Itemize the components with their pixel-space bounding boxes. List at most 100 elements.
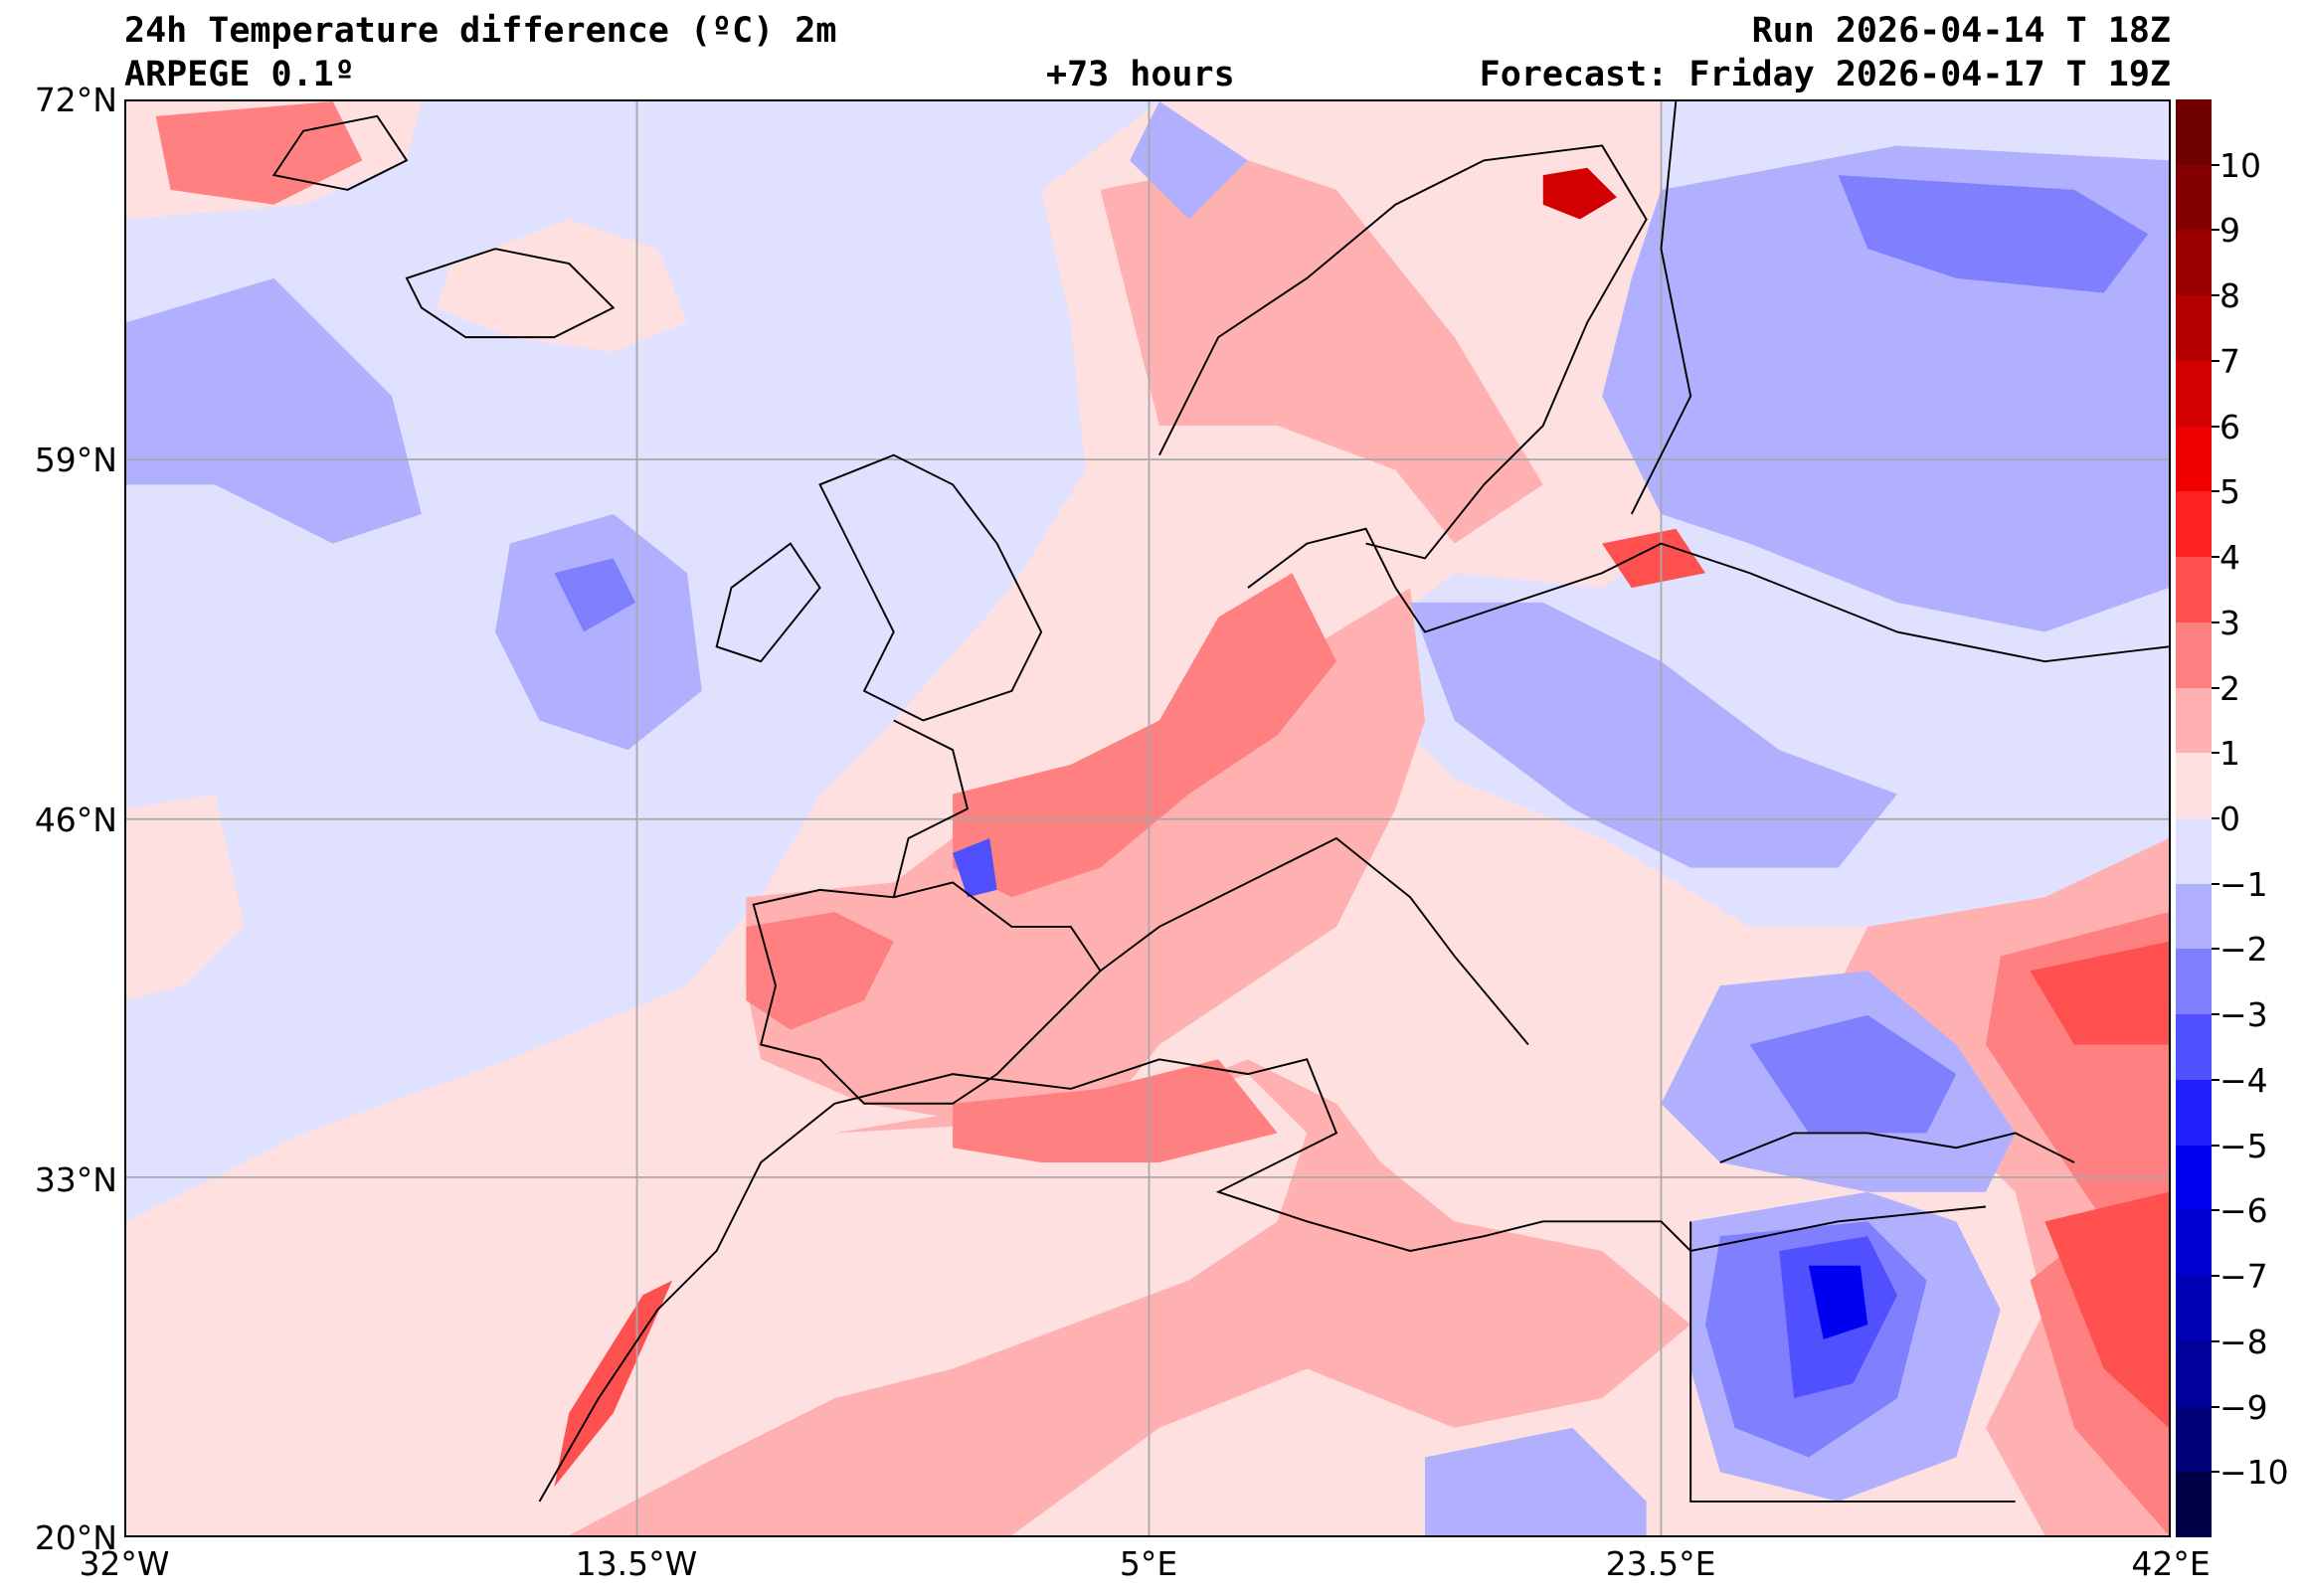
warming-region xyxy=(1100,160,1543,544)
cooling-region xyxy=(495,513,702,751)
colorbar-tick xyxy=(2212,425,2219,428)
lat-label: 20°N xyxy=(34,1518,117,1557)
cooling-region xyxy=(1425,1427,1647,1535)
colorbar-tick-label: 2 xyxy=(2219,668,2240,708)
colorbar-tick-label: 3 xyxy=(2219,603,2240,642)
colorbar-tick-label: −10 xyxy=(2219,1453,2289,1493)
colorbar-tick xyxy=(2212,1405,2219,1408)
strong-warming-region xyxy=(2030,941,2169,1045)
warming-region xyxy=(569,1059,1691,1535)
lon-label: 23.5°E xyxy=(1605,1544,1716,1583)
colorbar-bin xyxy=(2176,491,2212,558)
colorbar-tick xyxy=(2212,1275,2219,1278)
strong-warming-region xyxy=(746,912,894,1030)
colorbar-tick-label: −2 xyxy=(2219,930,2268,970)
colorbar-bin xyxy=(2176,687,2212,754)
colorbar-tick xyxy=(2212,490,2219,493)
temperature-difference-map xyxy=(124,99,2171,1537)
cooling-region xyxy=(554,558,636,632)
colorbar-tick-label: 10 xyxy=(2219,145,2261,185)
colorbar-tick-label: −1 xyxy=(2219,864,2268,904)
warming-region xyxy=(436,219,687,352)
cooling-region xyxy=(1808,1265,1868,1339)
strong-warming-region xyxy=(155,101,363,205)
colorbar-bin xyxy=(2176,426,2212,492)
colorbar-tick xyxy=(2212,1339,2219,1342)
colorbar-tick xyxy=(2212,294,2219,297)
colorbar xyxy=(2176,99,2219,1538)
colorbar-tick xyxy=(2212,817,2219,819)
lat-label: 72°N xyxy=(34,81,117,119)
cooling-region xyxy=(126,277,422,544)
colorbar-tick xyxy=(2212,229,2219,232)
colorbar-bin xyxy=(2176,818,2212,885)
warming-region xyxy=(126,794,245,1001)
colorbar-tick xyxy=(2212,1144,2219,1147)
colorbar-bin xyxy=(2176,753,2212,819)
model-label: ARPEGE 0.1º xyxy=(124,55,355,94)
cooling-region xyxy=(1749,1014,1957,1134)
colorbar-tick-label: 9 xyxy=(2219,211,2240,251)
colorbar-tick xyxy=(2212,1013,2219,1016)
colorbar-bin xyxy=(2176,949,2212,1015)
colorbar-bin xyxy=(2176,295,2212,362)
lon-label: 32°W xyxy=(79,1544,170,1583)
forecast-time: Forecast: Friday 2026-04-17 T 19Z xyxy=(1479,55,2171,94)
colorbar-tick-label: −7 xyxy=(2219,1257,2268,1297)
colorbar-bin xyxy=(2176,621,2212,689)
lat-label: 59°N xyxy=(34,441,117,479)
colorbar-tick-label: 4 xyxy=(2219,538,2240,578)
colorbar-tick xyxy=(2212,359,2219,362)
strong-warming-region xyxy=(1542,167,1617,220)
colorbar-tick xyxy=(2212,686,2219,689)
colorbar-bin xyxy=(2176,1210,2212,1277)
cooling-region xyxy=(1410,602,1897,868)
colorbar-bin xyxy=(2176,230,2212,296)
strong-warming-region xyxy=(1602,528,1705,589)
colorbar-tick-label: 8 xyxy=(2219,276,2240,316)
colorbar-tick-label: −4 xyxy=(2219,1060,2268,1100)
colorbar-tick xyxy=(2212,948,2219,951)
colorbar-tick-label: −3 xyxy=(2219,995,2268,1035)
colorbar-bin xyxy=(2176,1406,2212,1473)
colorbar-bin xyxy=(2176,360,2212,428)
colorbar-tick xyxy=(2212,163,2219,166)
colorbar-tick-label: 1 xyxy=(2219,734,2240,774)
cooling-region xyxy=(1838,175,2149,293)
cooling-region xyxy=(1130,101,1248,220)
colorbar-tick-label: −9 xyxy=(2219,1387,2268,1427)
colorbar-bin xyxy=(2176,99,2212,166)
coastlines xyxy=(271,101,2169,1503)
colorbar-bin xyxy=(2176,164,2212,231)
lat-label: 33°N xyxy=(34,1160,117,1199)
colorbar-tick-label: 5 xyxy=(2219,472,2240,512)
strong-warming-region xyxy=(953,1059,1278,1163)
lon-label: 5°E xyxy=(1119,1544,1178,1583)
colorbar-tick-label: 0 xyxy=(2219,799,2240,838)
colorbar-tick-label: −5 xyxy=(2219,1126,2268,1165)
lon-label: 42°E xyxy=(2131,1544,2211,1583)
run-time: Run 2026-04-14 T 18Z xyxy=(1751,11,2171,51)
colorbar-tick xyxy=(2212,556,2219,559)
colorbar-tick-label: −6 xyxy=(2219,1191,2268,1231)
colorbar-tick xyxy=(2212,882,2219,885)
colorbar-bin xyxy=(2176,1276,2212,1342)
colorbar-tick xyxy=(2212,1471,2219,1474)
graticule xyxy=(126,101,2169,1535)
colorbar-tick-label: 6 xyxy=(2219,407,2240,446)
colorbar-bin xyxy=(2176,883,2212,950)
colorbar-tick xyxy=(2212,752,2219,755)
lat-label: 46°N xyxy=(34,800,117,839)
colorbar-tick xyxy=(2212,621,2219,623)
lead-time: +73 hours xyxy=(1046,55,1235,94)
lon-label: 13.5°W xyxy=(575,1544,698,1583)
map-title: 24h Temperature difference (ºC) 2m xyxy=(124,11,837,51)
colorbar-bin xyxy=(2176,1079,2212,1147)
colorbar-tick xyxy=(2212,1209,2219,1212)
strong-warming-region xyxy=(953,573,1336,898)
cooling-region xyxy=(953,838,997,898)
colorbar-bin xyxy=(2176,1340,2212,1408)
colorbar-bin xyxy=(2176,1145,2212,1211)
colorbar-bin xyxy=(2176,557,2212,623)
colorbar-tick-label: −8 xyxy=(2219,1322,2268,1361)
